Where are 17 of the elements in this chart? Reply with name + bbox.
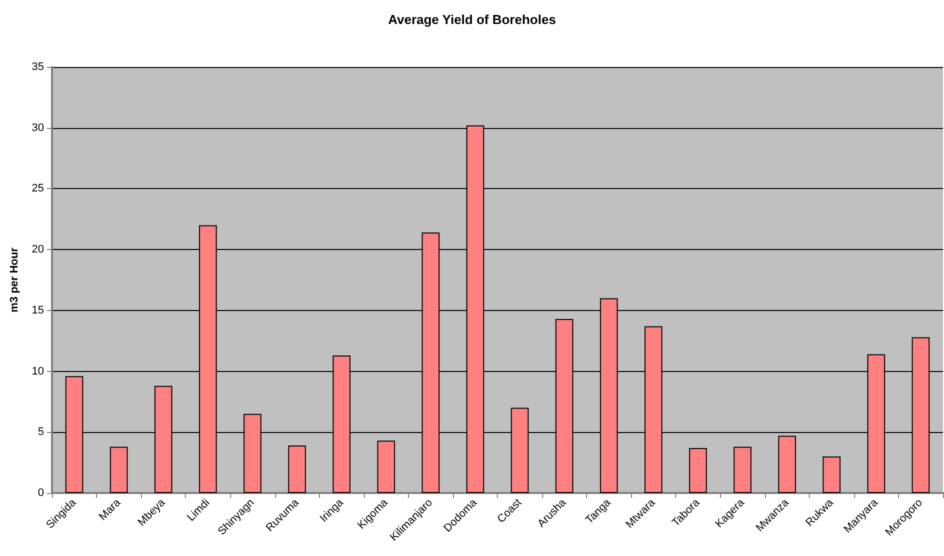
y-tick-label: 25 bbox=[32, 182, 44, 195]
bar bbox=[734, 446, 752, 493]
y-tick-label: 30 bbox=[32, 122, 44, 134]
bar bbox=[778, 436, 796, 493]
y-axis-title: m3 per Hour bbox=[8, 246, 20, 312]
y-tick-label: 20 bbox=[32, 244, 44, 256]
bar bbox=[288, 446, 306, 493]
bar bbox=[377, 440, 396, 493]
y-tick-label: 35 bbox=[32, 61, 44, 73]
bar bbox=[689, 448, 707, 493]
chart-title: Average Yield of Boreholes bbox=[388, 12, 556, 27]
y-tick-label: 0 bbox=[38, 487, 44, 499]
y-tick-label: 10 bbox=[32, 365, 44, 378]
y-tick-label: 5 bbox=[38, 426, 44, 438]
bar bbox=[822, 456, 841, 493]
bar bbox=[110, 446, 128, 493]
y-tick-label: 15 bbox=[32, 304, 44, 316]
